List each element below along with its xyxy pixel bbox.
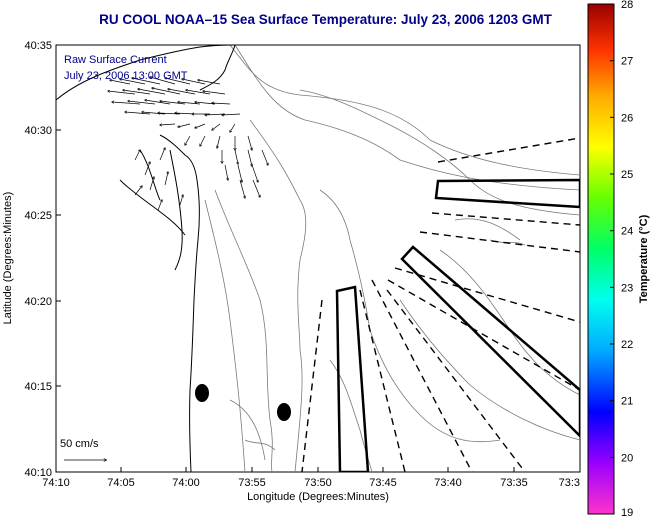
coastline xyxy=(56,45,236,472)
x-tick-label: 73:50 xyxy=(304,477,332,489)
sampling-boxes xyxy=(335,178,580,472)
radial-dashed-lines xyxy=(301,137,580,472)
y-tick-label: 40:15 xyxy=(24,381,52,393)
x-tick-label: 74:05 xyxy=(107,477,135,489)
colorbar: 28 27 26 25 24 23 22 21 20 19 Temperatur… xyxy=(587,0,650,518)
current-legend-line2: July 23, 2006 13:00 GMT xyxy=(64,70,188,82)
colorbar-tick-label: 21 xyxy=(621,396,633,408)
y-tick-label: 40:10 xyxy=(24,467,52,479)
bathymetry-contours xyxy=(204,45,580,472)
map-title: RU COOL NOAA–15 Sea Surface Temperature:… xyxy=(99,12,552,27)
station-marker xyxy=(277,403,291,421)
colorbar-tick-label: 22 xyxy=(621,339,633,351)
surface-current-vectors xyxy=(108,77,268,211)
x-tick-label: 73:35 xyxy=(500,477,528,489)
x-tick-label: 74:00 xyxy=(172,477,200,489)
x-tick-label: 73:55 xyxy=(238,477,266,489)
y-tick-label: 40:20 xyxy=(24,296,52,308)
colorbar-tick-label: 24 xyxy=(621,226,633,238)
plot-area xyxy=(55,44,581,473)
colorbar-tick-label: 26 xyxy=(621,112,633,124)
y-axis-label: Latitude (Degrees:Minutes) xyxy=(2,192,14,325)
x-tick-label: 73:40 xyxy=(434,477,462,489)
colorbar-tick-label: 23 xyxy=(621,282,633,294)
y-tick-label: 40:35 xyxy=(24,40,52,52)
colorbar-label: Temperature (°C) xyxy=(638,214,650,303)
station-marker xyxy=(195,384,209,402)
x-tick-labels: 74:10 74:05 74:00 73:55 73:50 73:45 73:4… xyxy=(42,477,580,489)
y-tick-label: 40:25 xyxy=(24,210,52,222)
colorbar-tick-label: 20 xyxy=(621,452,633,464)
colorbar-tick-label: 25 xyxy=(621,169,633,181)
colorbar-tick-label: 19 xyxy=(621,507,633,518)
current-legend-line1: Raw Surface Current xyxy=(64,54,167,66)
x-axis-label: Longitude (Degrees:Minutes) xyxy=(247,491,389,503)
x-tick-label: 74:10 xyxy=(42,477,70,489)
colorbar-tick-label: 27 xyxy=(621,56,633,68)
scale-label: 50 cm/s xyxy=(60,438,99,450)
colorbar-tick-label: 28 xyxy=(621,0,633,11)
x-tick-label: 73:3 xyxy=(559,477,580,489)
y-tick-label: 40:30 xyxy=(24,125,52,137)
axis-tick-marks xyxy=(55,44,515,473)
map-layers: Raw Surface Current July 23, 2006 13:00 … xyxy=(56,45,580,472)
colorbar-gradient xyxy=(587,3,615,515)
x-tick-label: 73:45 xyxy=(369,477,397,489)
y-tick-labels: 40:35 40:30 40:25 40:20 40:15 40:10 xyxy=(24,40,52,479)
